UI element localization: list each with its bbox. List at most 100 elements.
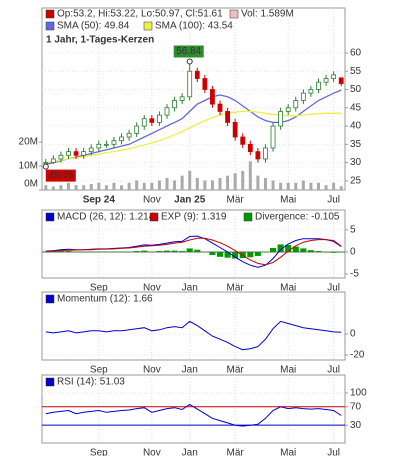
y-tick-label: 5 bbox=[350, 225, 356, 236]
candle-body bbox=[217, 103, 223, 112]
candle-body bbox=[73, 151, 79, 156]
volume-bar bbox=[74, 185, 78, 190]
divergence-bar bbox=[50, 251, 57, 253]
divergence-bar bbox=[232, 251, 239, 259]
x-tick-label: Sep bbox=[90, 365, 108, 376]
annotation-marker bbox=[42, 163, 49, 170]
divergence-bar bbox=[57, 251, 64, 252]
volume-bar bbox=[188, 170, 192, 190]
divergence-bar bbox=[110, 251, 117, 253]
volume-bar bbox=[142, 182, 146, 190]
panel bbox=[41, 209, 346, 279]
volume-bar bbox=[316, 182, 320, 190]
divergence-bar bbox=[201, 251, 208, 253]
candle-body bbox=[96, 143, 102, 149]
divergence-bar bbox=[247, 251, 254, 258]
indicator-line bbox=[45, 320, 342, 351]
x-tick-label: Jul bbox=[327, 195, 340, 206]
candle-body bbox=[81, 151, 87, 156]
divergence-bar bbox=[148, 251, 155, 253]
indicator-line bbox=[45, 403, 342, 427]
divergence-bar bbox=[194, 249, 201, 252]
candle-body bbox=[58, 154, 64, 160]
legend-label: Op:53.2, Hi:53.22, Lo:50.97, Cl:51.61 bbox=[57, 9, 223, 20]
divergence-bar bbox=[171, 250, 178, 252]
divergence-bar bbox=[80, 251, 87, 253]
divergence-bar bbox=[315, 251, 322, 252]
legend-label: MACD (26, 12): 1.214 bbox=[57, 212, 155, 223]
candle-body bbox=[66, 151, 71, 156]
candle-body bbox=[202, 78, 208, 90]
divergence-bar bbox=[88, 251, 95, 253]
x-tick-label: Jul bbox=[327, 283, 340, 294]
candle-body bbox=[263, 147, 268, 160]
candle-body bbox=[331, 74, 337, 79]
volume-bar bbox=[256, 175, 260, 190]
volume-bar bbox=[301, 180, 305, 190]
legend-label: SMA (50): 49.84 bbox=[57, 21, 130, 32]
y-tick-label: 30 bbox=[350, 157, 362, 168]
y-tick-label: -5 bbox=[350, 269, 359, 280]
y-tick-label: 50 bbox=[350, 84, 362, 95]
candle-body bbox=[149, 118, 155, 123]
candle-body bbox=[293, 100, 299, 109]
legend-label: Vol: 1.589M bbox=[241, 9, 294, 20]
volume-bar bbox=[135, 180, 139, 190]
volume-bar bbox=[226, 175, 230, 190]
candle-body bbox=[232, 121, 238, 138]
candle-body bbox=[179, 96, 185, 101]
legend-label: RSI (14): 51.03 bbox=[57, 377, 125, 388]
divergence-bar bbox=[126, 251, 133, 253]
volume-bar bbox=[286, 182, 290, 190]
candle-body bbox=[111, 140, 117, 145]
y-tick-label: 55 bbox=[350, 66, 362, 77]
candle-body bbox=[316, 81, 321, 90]
x-tick-label: Nov bbox=[143, 283, 161, 294]
divergence-bar bbox=[323, 251, 330, 253]
indicator-line bbox=[45, 237, 342, 266]
x-tick-label: Mai bbox=[280, 448, 296, 456]
divergence-bar bbox=[103, 251, 110, 253]
volume-bar bbox=[271, 180, 275, 190]
candle-body bbox=[126, 132, 132, 138]
volume-bar bbox=[150, 182, 154, 190]
legend-label: SMA (100): 43.54 bbox=[155, 21, 233, 32]
y-tick-label: 70 bbox=[350, 401, 362, 412]
legend-label: Divergence: -0.105 bbox=[255, 212, 340, 223]
candle-body bbox=[172, 100, 177, 109]
candle-body bbox=[43, 162, 49, 164]
y-tick-label: 60 bbox=[350, 48, 362, 59]
y-tick-label: 0 bbox=[350, 247, 356, 258]
divergence-bar bbox=[277, 244, 284, 252]
divergence-bar bbox=[163, 250, 171, 252]
legend-swatch bbox=[45, 212, 55, 222]
annotation-box bbox=[45, 169, 76, 182]
legend-swatch bbox=[229, 9, 239, 19]
x-tick-label: Nov bbox=[143, 195, 161, 206]
volume-bar bbox=[120, 185, 124, 190]
divergence-bar bbox=[73, 251, 80, 253]
legend-label: Momentum (12): 1.66 bbox=[57, 294, 153, 305]
panel bbox=[41, 374, 346, 444]
volume-bar bbox=[210, 180, 214, 190]
divergence-bar bbox=[156, 251, 163, 252]
x-tick-label: Nov bbox=[143, 448, 161, 456]
divergence-bar bbox=[270, 247, 277, 252]
sma-line bbox=[45, 89, 342, 166]
candle-body bbox=[134, 125, 140, 134]
divergence-bar bbox=[179, 251, 186, 252]
divergence-bar bbox=[141, 250, 148, 252]
panel bbox=[41, 7, 346, 191]
volume-bar bbox=[218, 178, 222, 190]
divergence-bar bbox=[292, 246, 299, 252]
panel bbox=[41, 291, 346, 361]
volume-bar bbox=[104, 185, 108, 190]
x-tick-label: Jan bbox=[182, 365, 198, 376]
y-tick-label: 45 bbox=[350, 102, 362, 113]
candle-body bbox=[157, 114, 162, 123]
divergence-bar bbox=[224, 251, 231, 258]
candle-body bbox=[323, 78, 329, 83]
candle-body bbox=[210, 89, 215, 105]
legend-swatch bbox=[45, 21, 55, 31]
